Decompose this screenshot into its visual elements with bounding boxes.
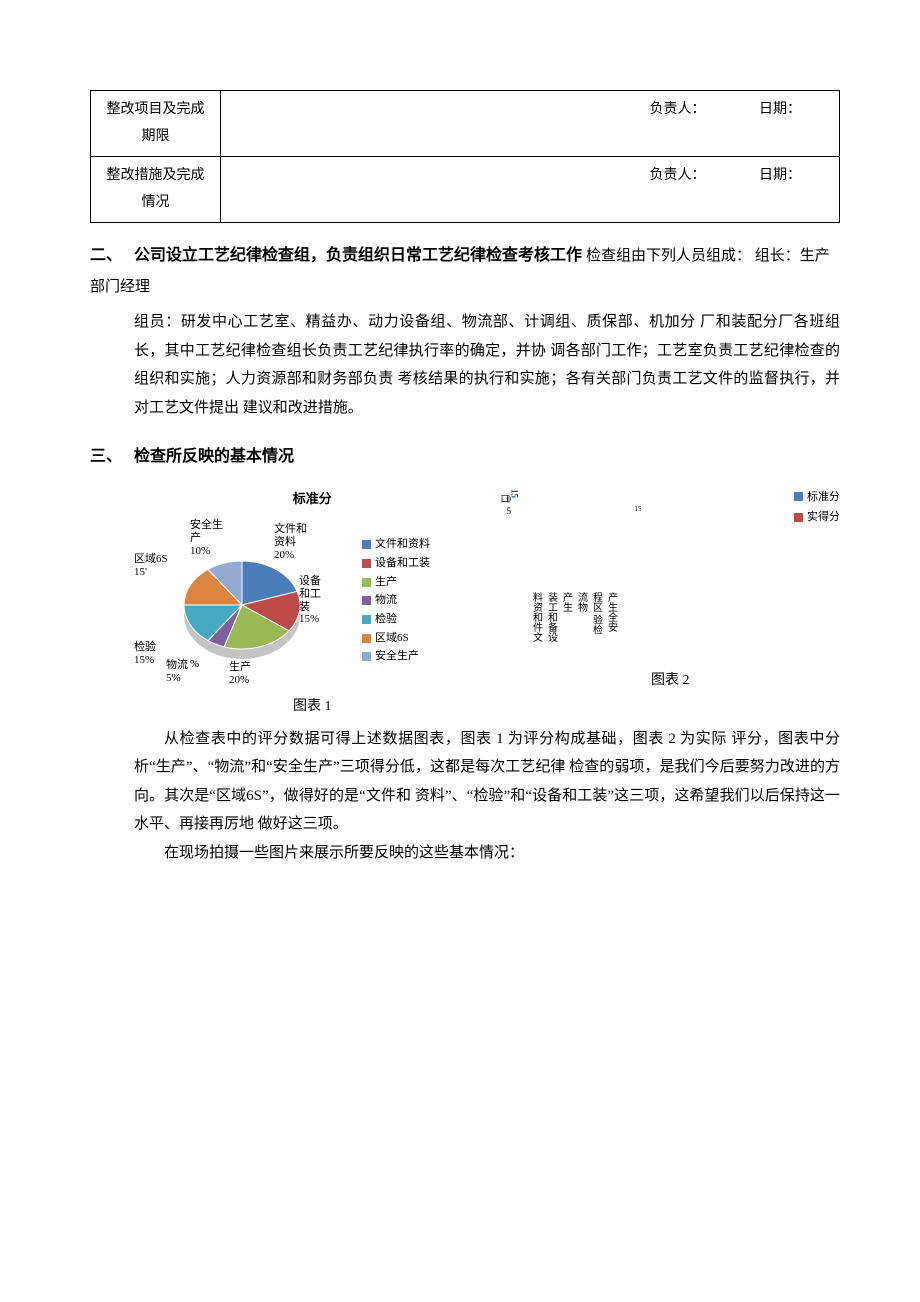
legend-label: 实得分	[807, 507, 840, 528]
section-2-body: 组员：研发中心工艺室、精益办、动力设备组、物流部、计调组、质保部、机加分 厂和装…	[134, 308, 840, 422]
chart-1: 标准分 文件和资料20% 设备和工装15% 生产20% 物流5% 检验15% 区域6S15…	[134, 487, 490, 721]
row-content: 负责人： 日期：	[221, 157, 840, 223]
section-number: 二、	[90, 241, 134, 271]
legend-swatch	[362, 578, 371, 587]
chart-2-legend: 标准分实得分	[794, 487, 840, 662]
charts-row: 标准分 文件和资料20%设备和工装15%生产20%物流5%检验15%区域6S15…	[134, 487, 840, 721]
chart-1-caption: 图表 1	[134, 694, 490, 721]
x-axis-label: 程区 验检	[590, 592, 601, 662]
pie-slice-label: 检验15%	[134, 641, 156, 666]
row-label-text: 整改措施及完成情况	[107, 168, 205, 210]
section-3-heading: 三、检查所反映的基本情况	[90, 442, 840, 472]
x-axis-label: 产生	[560, 592, 571, 662]
pie-slice-label: 设备和工装15%	[299, 575, 321, 626]
x-axis-label: 料资和件文	[530, 592, 541, 662]
x-axis-label: 装工和备设	[545, 592, 556, 662]
pie-slice-label: 生产20%	[229, 661, 251, 686]
legend-swatch	[362, 652, 371, 661]
table-row: 整改项目及完成期限 负责人： 日期：	[91, 91, 840, 157]
legend-item: 检验	[362, 610, 430, 629]
stray-pct: %	[190, 658, 199, 671]
row-label: 整改项目及完成期限	[91, 91, 221, 157]
responsible-label: 负责人：	[650, 97, 706, 124]
legend-item: 实得分	[794, 507, 840, 528]
legend-swatch	[362, 634, 371, 643]
legend-label: 区域6S	[375, 629, 409, 648]
analysis-paragraph-2: 在现场拍摄一些图片来展示所要反映的这些基本情况：	[134, 839, 840, 868]
section-title: 检查所反映的基本情况	[134, 448, 294, 465]
x-axis-label: 流物	[575, 592, 586, 662]
legend-swatch	[794, 492, 803, 501]
legend-item: 生产	[362, 573, 430, 592]
legend-swatch	[362, 596, 371, 605]
legend-swatch	[362, 540, 371, 549]
legend-label: 文件和资料	[375, 535, 430, 554]
chart-1-title: 标准分	[134, 487, 490, 512]
chart-2-caption: 图表 2	[500, 668, 840, 695]
chart-2: 15 0 口 5 15 料资和件文装工和备设产生流物程区 验检产生全安 标准分实…	[500, 487, 840, 721]
pie-slice-label: 安全生产10%	[190, 519, 223, 557]
pie-slice-label: 区域6S15'	[134, 553, 168, 578]
legend-label: 安全生产	[375, 647, 419, 666]
section-2-heading: 二、公司设立工艺纪律检查组，负责组织日常工艺纪律检查考核工作 检查组由下列人员组…	[90, 241, 840, 302]
row-content: 负责人： 日期：	[221, 91, 840, 157]
section-title: 公司设立工艺纪律检查组，负责组织日常工艺纪律检查考核工作	[134, 247, 582, 264]
form-table: 整改项目及完成期限 负责人： 日期： 整改措施及完成情况 负责人： 日期：	[90, 90, 840, 223]
row-label-text: 整改项目及完成期限	[107, 102, 205, 144]
legend-label: 标准分	[807, 487, 840, 508]
row-label: 整改措施及完成情况	[91, 157, 221, 223]
y-tick: 15	[634, 503, 641, 516]
responsible-label: 负责人：	[650, 163, 706, 190]
legend-label: 设备和工装	[375, 554, 430, 573]
legend-item: 文件和资料	[362, 535, 430, 554]
analysis-paragraph-1: 从检查表中的评分数据可得上述数据图表，图表 1 为评分构成基础，图表 2 为实际…	[134, 725, 840, 839]
pie-slice-label: 文件和资料20%	[274, 523, 307, 561]
section-number: 三、	[90, 442, 134, 472]
date-label: 日期：	[759, 163, 801, 190]
date-label: 日期：	[759, 97, 801, 124]
legend-swatch	[794, 513, 803, 522]
legend-item: 物流	[362, 591, 430, 610]
y-tick: 5	[506, 503, 522, 520]
pie-slice-label: 物流5%	[166, 659, 188, 684]
x-axis-label: 产生全安	[605, 592, 616, 662]
legend-item: 区域6S	[362, 629, 430, 648]
legend-label: 检验	[375, 610, 397, 629]
chart-2-x-labels: 料资和件文装工和备设产生流物程区 验检产生全安	[530, 592, 776, 662]
legend-item: 安全生产	[362, 647, 430, 666]
legend-item: 标准分	[794, 487, 840, 508]
pie-legend: 文件和资料设备和工装生产物流检验区域6S安全生产	[362, 535, 430, 666]
legend-swatch	[362, 559, 371, 568]
table-row: 整改措施及完成情况 负责人： 日期：	[91, 157, 840, 223]
chart-2-plot: 15 0 口 5 15 料资和件文装工和备设产生流物程区 验检产生全安	[500, 487, 776, 662]
legend-label: 物流	[375, 591, 397, 610]
legend-label: 生产	[375, 573, 397, 592]
legend-item: 设备和工装	[362, 554, 430, 573]
pie-area: 文件和资料20% 设备和工装15% 生产20% 物流5% 检验15% 区域6S15' 安全生…	[134, 513, 354, 688]
legend-swatch	[362, 615, 371, 624]
